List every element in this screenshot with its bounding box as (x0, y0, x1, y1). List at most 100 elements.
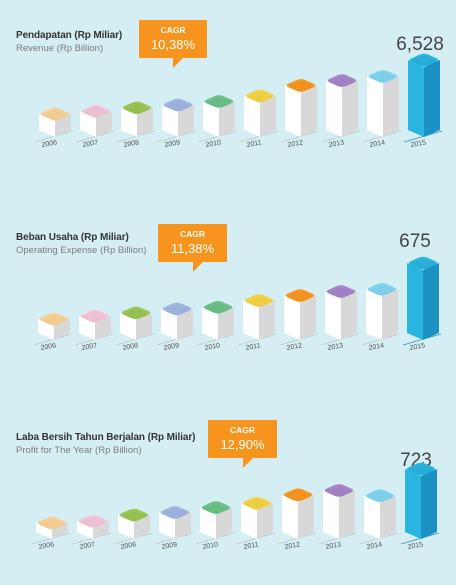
bar-left-face (200, 507, 216, 539)
bar-2012: 2012 (279, 289, 319, 352)
year-label: 2010 (202, 541, 219, 551)
panel-subtitle: Profit for The Year (Rp Billion) (16, 445, 142, 456)
bar-cap-highlight (411, 56, 437, 67)
bar-left-face (284, 295, 300, 340)
bar-left-face (80, 111, 96, 137)
cagr-value: 10,38% (150, 37, 196, 52)
bar-2006: 2006 (33, 312, 73, 352)
bar-2008: 2008 (113, 508, 153, 551)
cagr-callout: CAGR 11,38% (158, 224, 227, 272)
bar-top-cap (406, 462, 436, 476)
bar-right-face (380, 495, 396, 539)
bar-left-face (202, 307, 218, 340)
bar-right-face (383, 76, 399, 137)
year-label: 2015 (410, 139, 427, 149)
bar-left-face (79, 316, 95, 340)
bar-2013: 2013 (320, 285, 360, 352)
bar-top-cap (201, 501, 231, 514)
bar-left-face (364, 495, 380, 539)
bar-cap-highlight (408, 465, 434, 476)
cagr-value: 11,38% (170, 241, 215, 256)
bar-top-cap (368, 70, 398, 83)
bar-top-cap (408, 256, 438, 270)
year-label: 2010 (204, 342, 221, 352)
bar-top-cap (78, 514, 108, 528)
profit-panel: Laba Bersih Tahun Berjalan (Rp Miliar) P… (0, 390, 456, 585)
bar-cap-highlight (41, 315, 67, 326)
bar-left-face (367, 76, 383, 137)
bar-top-cap (244, 294, 274, 307)
bar-left-face (282, 494, 298, 539)
cagr-label: CAGR (160, 25, 186, 35)
bar-2011: 2011 (238, 294, 278, 352)
bar-left-face (407, 263, 423, 340)
bar-right-face (178, 104, 194, 137)
bar-right-face (95, 316, 111, 340)
bar-top-cap (365, 489, 395, 502)
bar-2008: 2008 (115, 306, 155, 352)
bar-top-cap (203, 300, 233, 314)
bar-right-face (136, 312, 152, 340)
bar-2006: 2006 (31, 516, 71, 551)
bar-top-cap (283, 488, 313, 502)
bar-left-face (243, 300, 259, 340)
year-label: 2014 (369, 139, 386, 149)
bar-2011: 2011 (239, 89, 279, 149)
bar-right-face (424, 60, 440, 137)
panel-title: Pendapatan (Rp Miliar) (16, 30, 123, 41)
bar-top-cap (122, 101, 152, 115)
highlight-value: 6,528 (396, 34, 444, 55)
year-label: 2010 (205, 139, 222, 149)
bar-right-face (55, 114, 71, 137)
bar-right-face (96, 111, 112, 137)
bar-2011: 2011 (236, 496, 276, 551)
bar-cap-highlight (42, 110, 68, 121)
bar-top-cap (119, 508, 149, 522)
bar-top-cap (409, 53, 439, 67)
operating-expense-chart: 2006 2007 2008 2009 2010 2011 2012 2013 2014 2015 (33, 256, 442, 352)
bar-top-cap (160, 506, 190, 519)
bar-cap-highlight (165, 101, 191, 112)
bar-cap-highlight (370, 72, 396, 83)
bar-left-face (120, 312, 136, 340)
year-label: 2011 (246, 139, 262, 149)
bar-cap-highlight (206, 97, 232, 108)
bar-right-face (421, 469, 437, 539)
bar-2009: 2009 (157, 98, 197, 149)
bar-top-cap (324, 484, 354, 497)
bar-cap-highlight (288, 81, 314, 92)
bar-right-face (300, 295, 316, 340)
cagr-callout: CAGR 12,90% (208, 420, 277, 468)
bar-cap-highlight (247, 92, 273, 102)
bar-cap-highlight (164, 305, 190, 315)
bar-right-face (298, 494, 314, 539)
year-label: 2007 (81, 342, 98, 352)
bar-2013: 2013 (318, 484, 358, 551)
bar-right-face (52, 523, 68, 539)
bar-cap-highlight (82, 312, 108, 323)
bar-right-face (218, 307, 234, 340)
bar-cap-highlight (244, 499, 270, 510)
year-label: 2012 (284, 541, 301, 551)
year-label: 2013 (328, 139, 345, 149)
bar-top-cap (121, 306, 151, 320)
year-label: 2014 (366, 541, 383, 551)
bar-2015: 2015 (402, 256, 442, 352)
cagr-value: 12,90% (220, 437, 265, 452)
bar-right-face (216, 507, 232, 539)
bar-2015: 2015 (400, 462, 440, 551)
bar-left-face (285, 85, 301, 137)
bar-2014: 2014 (359, 489, 399, 551)
cagr-label: CAGR (179, 229, 206, 239)
bar-2014: 2014 (361, 283, 401, 352)
bar-top-cap (204, 95, 234, 108)
bar-2012: 2012 (280, 79, 320, 149)
bar-top-cap (37, 516, 67, 530)
bar-cap-highlight (124, 104, 150, 114)
year-label: 2011 (245, 342, 261, 352)
bar-right-face (342, 80, 358, 137)
bar-2014: 2014 (362, 70, 402, 149)
year-label: 2011 (243, 541, 259, 551)
bar-cap-highlight (328, 287, 354, 298)
bar-cap-highlight (162, 508, 188, 519)
